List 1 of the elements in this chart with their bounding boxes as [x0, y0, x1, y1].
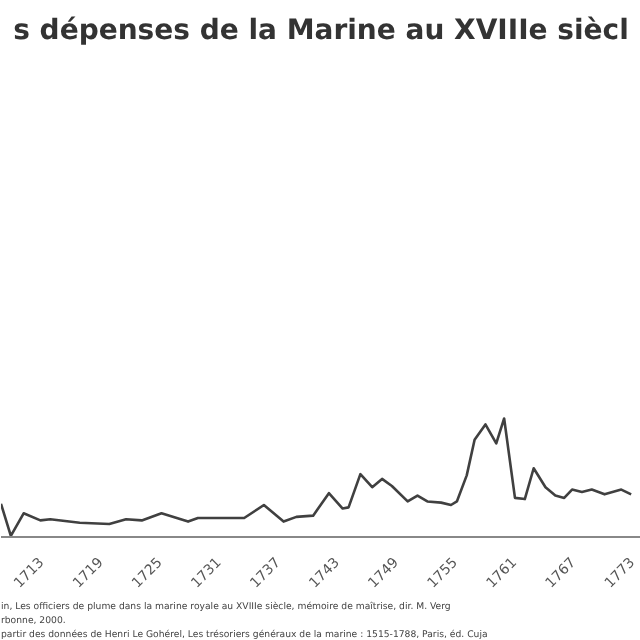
chart-title: s dépenses de la Marine au XVIIIe siècl: [13, 15, 629, 47]
